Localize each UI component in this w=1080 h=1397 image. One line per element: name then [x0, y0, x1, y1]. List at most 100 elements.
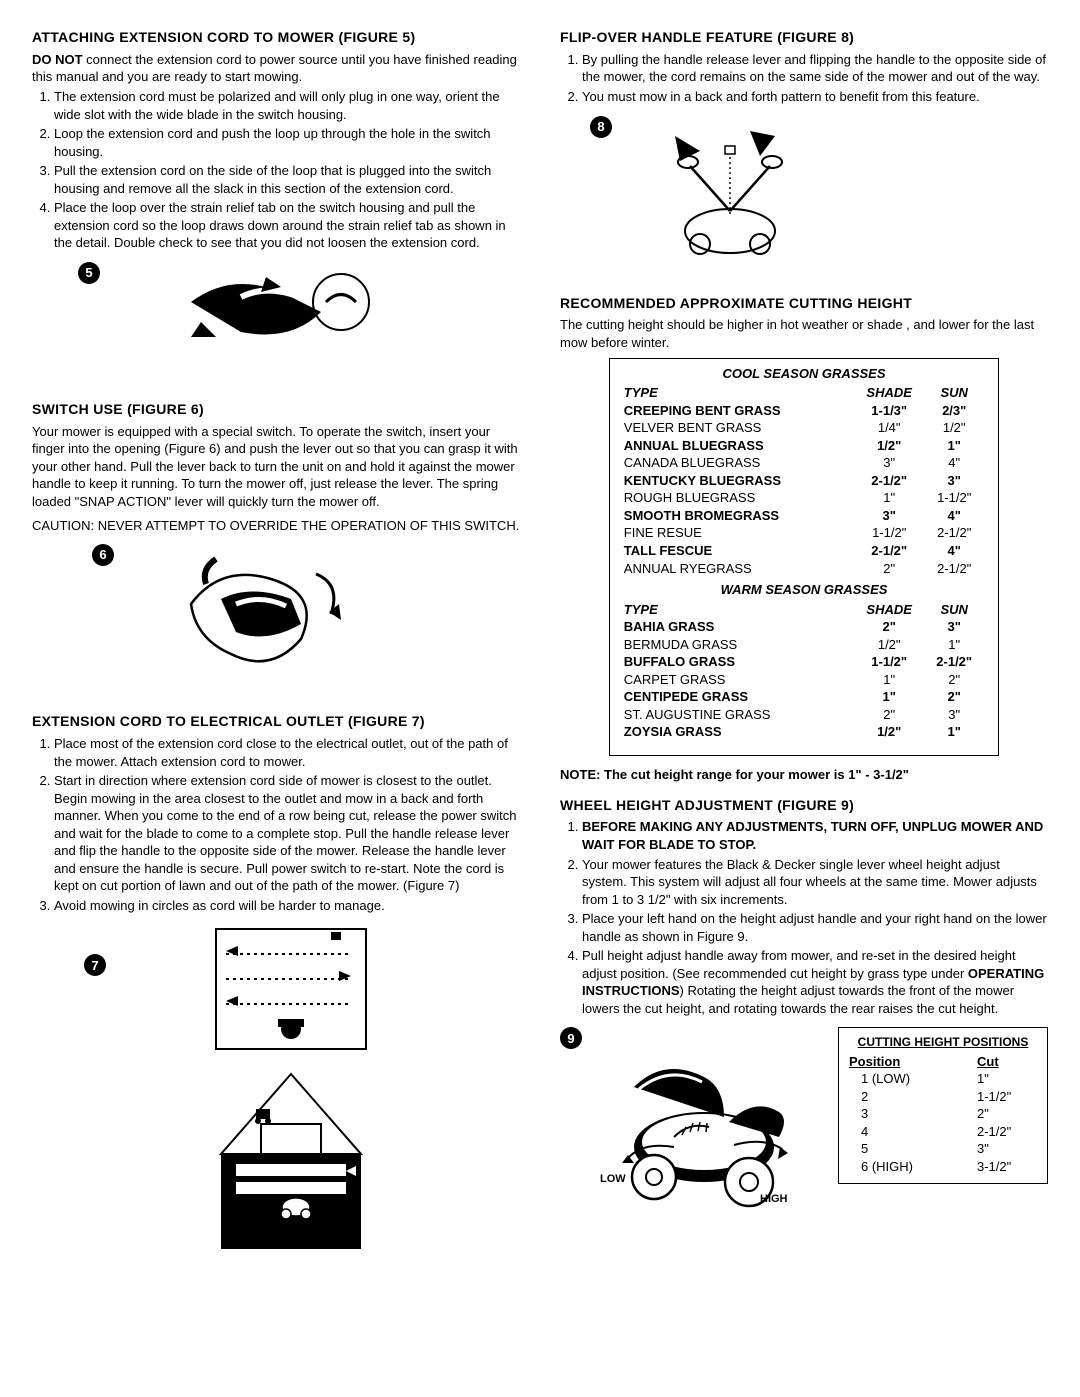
- grass-shade: 2": [854, 618, 924, 636]
- list-item: Avoid mowing in circles as cord will be …: [54, 897, 520, 915]
- figure-9-row: 9: [560, 1027, 1048, 1222]
- right-column: FLIP-OVER HANDLE FEATURE (FIGURE 8) By p…: [560, 28, 1048, 1292]
- pos-position: 4: [849, 1123, 977, 1141]
- manual-page: ATTACHING EXTENSION CORD TO MOWER (FIGUR…: [32, 28, 1048, 1292]
- list-item: Place the loop over the strain relief ta…: [54, 199, 520, 252]
- figure-6-badge: 6: [92, 544, 114, 566]
- pos-position: 6 (HIGH): [849, 1158, 977, 1176]
- pos-cut: 2": [977, 1105, 1037, 1123]
- sec1-intro: DO NOT connect the extension cord to pow…: [32, 51, 520, 86]
- table-row: KENTUCKY BLUEGRASS2-1/2"3": [624, 472, 984, 490]
- grass-type: ZOYSIA GRASS: [624, 723, 854, 741]
- sec1-title: ATTACHING EXTENSION CORD TO MOWER (FIGUR…: [32, 28, 520, 47]
- col-type: TYPE: [624, 601, 854, 619]
- list-item: You must mow in a back and forth pattern…: [582, 88, 1048, 106]
- grass-type: ROUGH BLUEGRASS: [624, 489, 854, 507]
- table-row: ANNUAL BLUEGRASS1/2"1": [624, 437, 984, 455]
- table-row: ZOYSIA GRASS1/2"1": [624, 723, 984, 741]
- table-row: FINE RESUE1-1/2"2-1/2": [624, 524, 984, 542]
- sec1-intro-bold: DO NOT: [32, 52, 83, 67]
- grass-shade: 1-1/3": [854, 402, 924, 420]
- grass-shade: 2-1/2": [854, 542, 924, 560]
- grass-type: BERMUDA GRASS: [624, 636, 854, 654]
- grass-shade: 1-1/2": [854, 524, 924, 542]
- grass-sun: 4": [924, 542, 984, 560]
- list-item: Pull the extension cord on the side of t…: [54, 162, 520, 197]
- sec1-intro-rest: connect the extension cord to power sour…: [32, 52, 517, 85]
- grass-shade: 2-1/2": [854, 472, 924, 490]
- grass-sun: 1": [924, 723, 984, 741]
- pos-position: 3: [849, 1105, 977, 1123]
- grass-shade: 1/4": [854, 419, 924, 437]
- pos-cut: 3-1/2": [977, 1158, 1037, 1176]
- grass-type: CREEPING BENT GRASS: [624, 402, 854, 420]
- figure-6: 6: [32, 544, 520, 694]
- grass-sun: 1": [924, 437, 984, 455]
- grass-type: ANNUAL BLUEGRASS: [624, 437, 854, 455]
- grass-type: TALL FESCUE: [624, 542, 854, 560]
- pos-cut: 1-1/2": [977, 1088, 1037, 1106]
- warm-season-header: WARM SEASON GRASSES: [624, 581, 984, 599]
- grass-shade: 1": [854, 688, 924, 706]
- figure-6-illustration: [181, 544, 371, 684]
- table-row: 42-1/2": [849, 1123, 1037, 1141]
- figure-7-illustration: [166, 924, 386, 1264]
- list-item: Loop the extension cord and push the loo…: [54, 125, 520, 160]
- figure-5-badge: 5: [78, 262, 100, 284]
- table-row: 6 (HIGH)3-1/2": [849, 1158, 1037, 1176]
- low-label: LOW: [600, 1172, 626, 1187]
- grass-sun: 4": [924, 454, 984, 472]
- cut-height-note: NOTE: The cut height range for your mowe…: [560, 766, 1048, 784]
- grass-shade: 3": [854, 507, 924, 525]
- col-sun: SUN: [924, 601, 984, 619]
- grass-sun: 2-1/2": [924, 653, 984, 671]
- list-item: BEFORE MAKING ANY ADJUSTMENTS, TURN OFF,…: [582, 818, 1048, 853]
- left-column: ATTACHING EXTENSION CORD TO MOWER (FIGUR…: [32, 28, 520, 1292]
- pos-position: 5: [849, 1140, 977, 1158]
- list-item: The extension cord must be polarized and…: [54, 88, 520, 123]
- grass-type: CARPET GRASS: [624, 671, 854, 689]
- table-row: BAHIA GRASS2"3": [624, 618, 984, 636]
- grass-type: SMOOTH BROMEGRASS: [624, 507, 854, 525]
- grass-sun: 1/2": [924, 419, 984, 437]
- table-row: SMOOTH BROMEGRASS3"4": [624, 507, 984, 525]
- table-row: 1 (LOW)1": [849, 1070, 1037, 1088]
- sec6-list: BEFORE MAKING ANY ADJUSTMENTS, TURN OFF,…: [560, 818, 1048, 1017]
- table-row: ST. AUGUSTINE GRASS2"3": [624, 706, 984, 724]
- note-rest: 1" - 3-1/2": [845, 767, 909, 782]
- list-item: Place most of the extension cord close t…: [54, 735, 520, 770]
- table-row: BUFFALO GRASS1-1/2"2-1/2": [624, 653, 984, 671]
- sec2-title: SWITCH USE (FIGURE 6): [32, 400, 520, 419]
- grass-table-cols: TYPE SHADE SUN: [624, 384, 984, 402]
- grass-shade: 1/2": [854, 636, 924, 654]
- pos-cut: 1": [977, 1070, 1037, 1088]
- col-shade: SHADE: [854, 384, 924, 402]
- table-row: CANADA BLUEGRASS3"4": [624, 454, 984, 472]
- grass-shade: 2": [854, 706, 924, 724]
- col-sun: SUN: [924, 384, 984, 402]
- figure-8-illustration: [630, 116, 830, 266]
- figure-8: 8: [560, 116, 1048, 276]
- table-row: 21-1/2": [849, 1088, 1037, 1106]
- grass-sun: 2/3": [924, 402, 984, 420]
- grass-sun: 3": [924, 618, 984, 636]
- sec2-caution: CAUTION: NEVER ATTEMPT TO OVERRIDE THE O…: [32, 517, 520, 535]
- table-row: CARPET GRASS1"2": [624, 671, 984, 689]
- figure-7: 7: [32, 924, 520, 1274]
- grass-shade: 1-1/2": [854, 653, 924, 671]
- cool-season-header: COOL SEASON GRASSES: [624, 365, 984, 383]
- grass-type: CANADA BLUEGRASS: [624, 454, 854, 472]
- grass-type: BAHIA GRASS: [624, 618, 854, 636]
- grass-sun: 2-1/2": [924, 560, 984, 578]
- table-row: 32": [849, 1105, 1037, 1123]
- grass-shade: 1/2": [854, 437, 924, 455]
- sec3-title: EXTENSION CORD TO ELECTRICAL OUTLET (FIG…: [32, 712, 520, 731]
- table-row: ROUGH BLUEGRASS1"1-1/2": [624, 489, 984, 507]
- grass-type: VELVER BENT GRASS: [624, 419, 854, 437]
- grass-table-cols-2: TYPE SHADE SUN: [624, 601, 984, 619]
- grass-type: KENTUCKY BLUEGRASS: [624, 472, 854, 490]
- grass-sun: 3": [924, 472, 984, 490]
- sec1-list: The extension cord must be polarized and…: [32, 88, 520, 252]
- grass-sun: 2": [924, 688, 984, 706]
- grass-sun: 2-1/2": [924, 524, 984, 542]
